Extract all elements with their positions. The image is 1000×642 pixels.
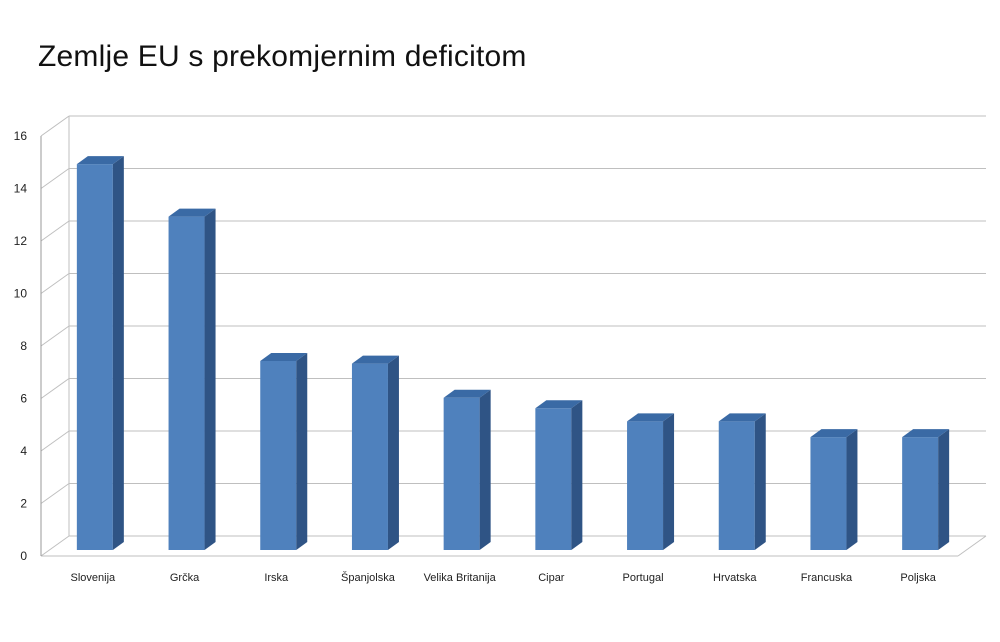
bar — [260, 361, 297, 550]
chart-title: Zemlje EU s prekomjernim deficitom — [38, 40, 527, 73]
bar — [535, 408, 572, 550]
y-tick-label: 12 — [14, 234, 28, 248]
y-tick-label: 14 — [14, 182, 28, 196]
bar-side — [296, 353, 308, 550]
y-tick-label: 8 — [20, 339, 27, 353]
bar — [76, 164, 113, 550]
gridline-diagonal — [40, 430, 70, 452]
bar-side — [571, 400, 583, 550]
bar-top — [76, 156, 124, 165]
bar-top — [627, 413, 675, 422]
bar-top — [443, 389, 491, 398]
bar-side — [754, 413, 766, 550]
bar-side — [663, 413, 675, 550]
x-tick-label: Hrvatska — [713, 572, 757, 584]
x-tick-label: Španjolska — [341, 571, 396, 584]
gridlines — [40, 115, 987, 557]
bar-side — [846, 429, 858, 550]
x-tick-label: Grčka — [170, 572, 200, 584]
gridline-diagonal — [40, 325, 70, 347]
bar-side — [938, 429, 950, 550]
bar-side — [204, 208, 216, 550]
bar — [168, 216, 205, 550]
y-tick-label: 0 — [20, 549, 27, 563]
bar-side — [387, 355, 399, 550]
bar — [443, 397, 480, 550]
bar-top — [718, 413, 766, 422]
x-tick-label: Slovenija — [71, 572, 117, 584]
y-axis: 0 2 4 6 8 10 12 14 16 — [14, 129, 42, 563]
y-tick-label: 10 — [14, 287, 28, 301]
x-tick-label: Cipar — [538, 572, 565, 584]
gridline-diagonal — [40, 115, 70, 137]
bar-top — [810, 429, 858, 438]
gridline-diagonal — [40, 535, 70, 557]
bars — [76, 156, 950, 550]
x-tick-label: Francuska — [801, 572, 853, 584]
x-tick-label: Portugal — [623, 572, 664, 584]
y-tick-label: 6 — [20, 392, 27, 406]
bar — [902, 437, 939, 550]
x-axis-labels: Slovenija Grčka Irska Španjolska Velika Brit… — [71, 571, 937, 584]
x-tick-label: Velika Britanija — [424, 572, 497, 584]
bar — [810, 437, 847, 550]
bar-top — [535, 400, 583, 409]
gridline-diagonal — [40, 168, 70, 189]
bar-top — [260, 353, 308, 361]
x-tick-label: Poljska — [900, 572, 936, 584]
x-tick-label: Irska — [264, 572, 289, 584]
bar-top — [351, 355, 399, 364]
gridline-diagonal — [40, 220, 70, 242]
bar-side — [479, 389, 491, 550]
bar — [351, 363, 388, 550]
y-tick-label: 16 — [14, 129, 28, 143]
floor-right-edge — [957, 535, 987, 557]
y-tick-label: 2 — [20, 497, 27, 511]
bar — [718, 421, 755, 550]
gridline-diagonal — [40, 378, 70, 399]
bar-side — [112, 156, 124, 550]
y-tick-label: 4 — [20, 444, 27, 458]
bar-top — [902, 429, 950, 438]
gridline-diagonal — [40, 273, 70, 294]
gridline-diagonal — [40, 483, 70, 504]
bar-top — [168, 208, 216, 217]
bar — [627, 421, 664, 550]
